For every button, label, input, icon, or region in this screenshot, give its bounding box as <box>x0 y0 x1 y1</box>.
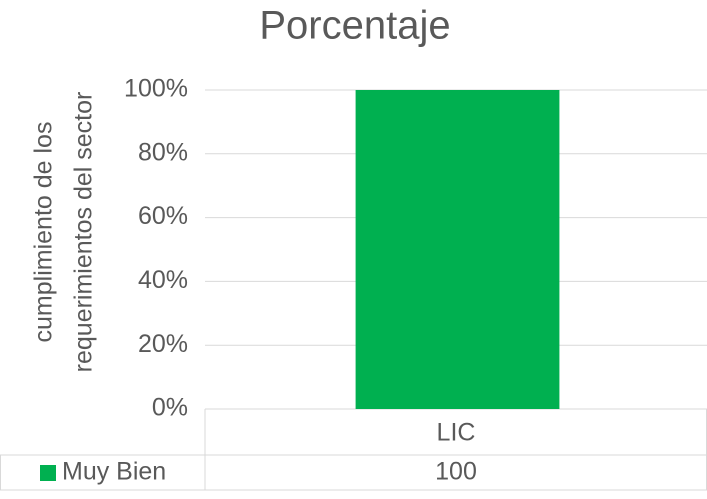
y-tick-label: 60% <box>138 202 188 230</box>
y-tick-label: 80% <box>138 138 188 166</box>
data-table-value: 100 <box>435 458 477 486</box>
y-axis-title: cumplimiento de los requerimientos del s… <box>30 92 98 373</box>
legend-label: Muy Bien <box>62 458 166 486</box>
chart-title: Porcentaje <box>259 4 450 48</box>
y-tick-label: 0% <box>152 394 188 422</box>
x-tick-label: LIC <box>437 419 476 447</box>
y-tick-label: 100% <box>124 75 188 103</box>
bar <box>355 90 560 409</box>
y-tick-label: 40% <box>138 266 188 294</box>
y-tick-label: 20% <box>138 330 188 358</box>
legend-swatch <box>40 465 56 481</box>
y-axis-title-line: cumplimiento de los <box>30 122 58 343</box>
y-axis-title-line: requerimientos del sector <box>70 92 98 373</box>
